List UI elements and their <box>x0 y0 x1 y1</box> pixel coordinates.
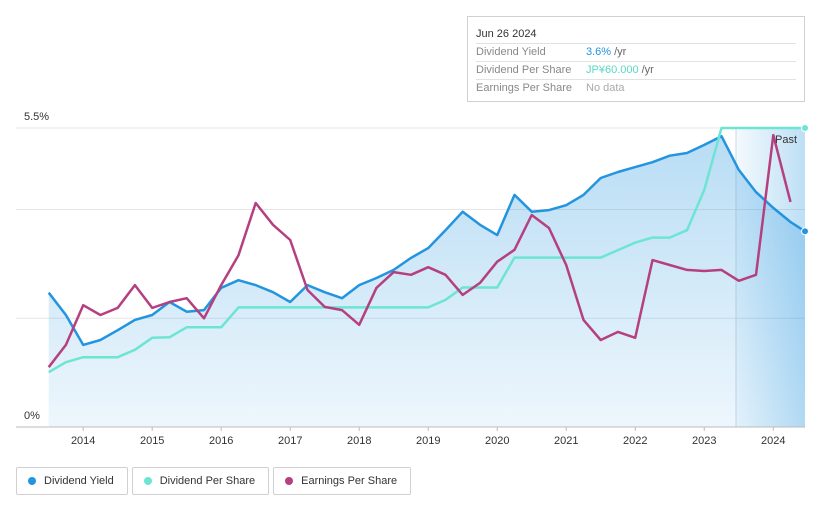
end-dot <box>801 124 809 132</box>
legend-item[interactable]: Dividend Per Share <box>131 467 270 495</box>
x-tick-label: 2016 <box>209 435 233 447</box>
tooltip-row: Dividend Yield 3.6% /yr <box>476 44 796 62</box>
legend-label: Dividend Per Share <box>159 475 256 487</box>
x-tick-label: 2023 <box>692 435 716 447</box>
series-line <box>48 126 805 374</box>
tooltip: Jun 26 2024 Dividend Yield 3.6% /yr Divi… <box>467 16 805 102</box>
tooltip-value: 3.6% <box>586 46 612 58</box>
series-layer <box>47 124 809 427</box>
legend-label: Dividend Yield <box>44 475 114 487</box>
x-tick-label: 2018 <box>347 435 371 447</box>
yield-area <box>48 136 805 427</box>
legend-label: Earnings Per Share <box>301 475 398 487</box>
tooltip-date: Jun 26 2024 <box>476 25 796 44</box>
tooltip-label: Dividend Per Share <box>476 64 572 76</box>
legend-item[interactable]: Earnings Per Share <box>273 467 412 495</box>
legend-swatch <box>143 477 152 485</box>
y-tick-label: 0% <box>24 410 40 422</box>
tooltip-unit: /yr <box>641 64 654 76</box>
legend-item[interactable]: Dividend Yield <box>16 467 128 495</box>
past-label: Past <box>775 134 797 146</box>
tooltip-label: Dividend Yield <box>476 46 546 58</box>
x-tick-label: 2024 <box>761 435 785 447</box>
tooltip-value: JP¥60.000 <box>586 64 639 76</box>
end-dot <box>801 227 809 236</box>
tooltip-label: Earnings Per Share <box>476 82 572 94</box>
series-line <box>47 134 806 347</box>
tooltip-value: No data <box>586 82 625 94</box>
y-tick-label: 5.5% <box>24 111 49 123</box>
x-tick-label: 2014 <box>71 435 95 447</box>
chart: Past 0% 5.5% 2014 2015 2016 2017 2018 2019 2020 2… <box>16 111 809 447</box>
tooltip-row: Dividend Per Share JP¥60.000 /yr <box>476 62 796 80</box>
tooltip-unit: /yr <box>614 46 627 58</box>
x-tick-label: 2021 <box>554 435 578 447</box>
legend: Dividend Yield Dividend Per Share Earnings… <box>16 467 412 495</box>
legend-swatch <box>285 477 294 485</box>
x-tick-label: 2017 <box>278 435 302 447</box>
x-tick-label: 2015 <box>140 435 164 447</box>
x-tick-label: 2022 <box>623 435 647 447</box>
x-tick-label: 2020 <box>485 435 509 447</box>
x-tick-label: 2019 <box>416 435 440 447</box>
series-line <box>47 133 792 368</box>
tooltip-row: Earnings Per Share No data <box>476 80 796 97</box>
legend-swatch <box>28 477 36 485</box>
